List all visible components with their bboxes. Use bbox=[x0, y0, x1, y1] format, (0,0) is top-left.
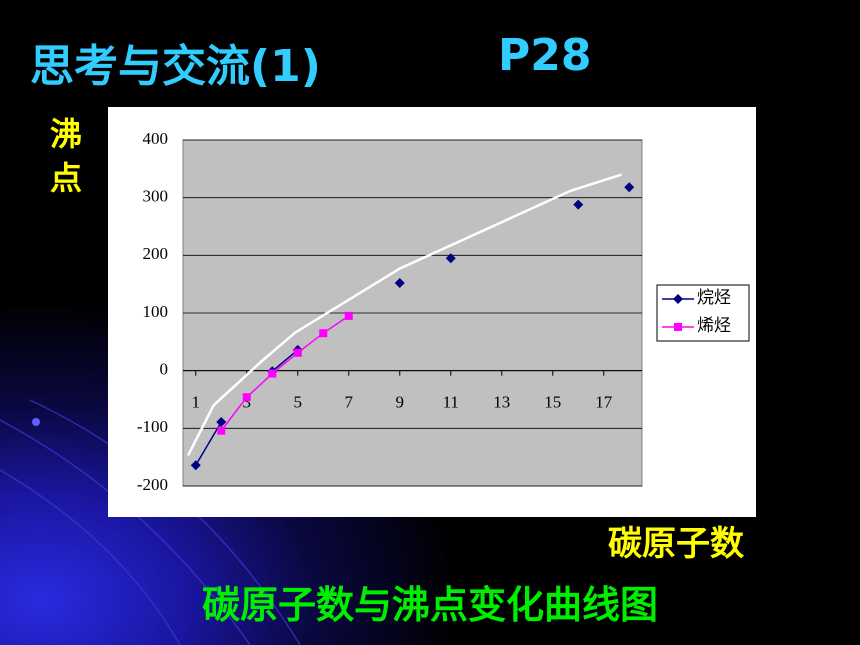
point bbox=[624, 182, 635, 193]
legend-box bbox=[656, 284, 750, 342]
point bbox=[217, 426, 226, 435]
y-tick-label: 0 bbox=[160, 360, 169, 379]
y-tick-label: 100 bbox=[143, 302, 169, 321]
caption: 碳原子数与沸点变化曲线图 bbox=[201, 583, 658, 627]
y-tick-label: 200 bbox=[143, 244, 169, 263]
page-ref: P28 bbox=[498, 30, 592, 81]
series-line bbox=[186, 173, 622, 457]
y-tick-label: -100 bbox=[137, 417, 168, 436]
point bbox=[344, 311, 353, 320]
point bbox=[268, 369, 277, 378]
point bbox=[242, 393, 251, 402]
x-tick-label: 1 bbox=[192, 393, 201, 412]
y-tick-label: -200 bbox=[137, 475, 168, 494]
legend-label: 烯烃 bbox=[697, 316, 731, 335]
x-tick-label: 15 bbox=[544, 393, 561, 412]
point bbox=[319, 329, 328, 338]
series-line bbox=[220, 315, 350, 432]
point bbox=[216, 416, 227, 427]
x-tick-label: 11 bbox=[443, 393, 459, 412]
point bbox=[293, 348, 302, 357]
slide-title: 思考与交流(1) bbox=[30, 41, 321, 92]
x-tick-label: 7 bbox=[345, 393, 354, 412]
legend-marker bbox=[674, 323, 682, 331]
point bbox=[394, 278, 405, 289]
x-tick-label: 9 bbox=[396, 393, 405, 412]
point bbox=[573, 199, 584, 210]
x-axis-label: 碳原子数 bbox=[608, 524, 744, 564]
legend-marker bbox=[673, 294, 683, 304]
x-tick-label: 3 bbox=[243, 393, 252, 412]
x-tick-label: 17 bbox=[595, 393, 613, 412]
y-axis-label: 沸点 bbox=[50, 115, 83, 197]
x-tick-label: 13 bbox=[493, 393, 510, 412]
y-tick-label: 300 bbox=[143, 187, 169, 206]
y-tick-label: 400 bbox=[143, 129, 169, 148]
point bbox=[190, 460, 201, 471]
x-tick-label: 5 bbox=[294, 393, 303, 412]
legend-label: 烷烃 bbox=[697, 288, 731, 307]
point bbox=[445, 253, 456, 264]
